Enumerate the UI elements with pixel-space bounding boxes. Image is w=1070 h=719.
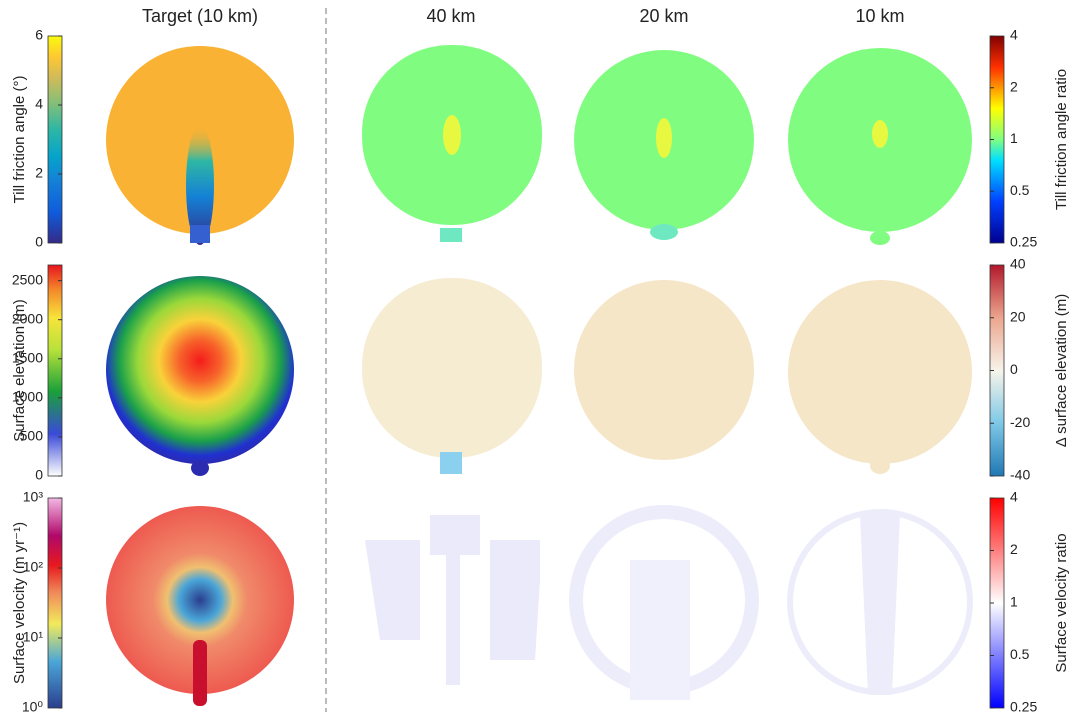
colorbar-label: Surface elevation (m): [11, 299, 28, 442]
tick-label: 4: [1010, 27, 1018, 43]
map-feature: [190, 225, 210, 243]
map-feature: [872, 120, 888, 148]
map: [574, 280, 754, 460]
tick-label: -40: [1010, 467, 1030, 483]
tick-label: 0.5: [1010, 646, 1030, 662]
tick-label: 2: [1010, 78, 1018, 94]
tick-label: 40: [1010, 256, 1026, 272]
map-feature: [193, 640, 207, 706]
map-feature: [186, 125, 214, 245]
tick-label: 2: [1010, 541, 1018, 557]
colorbar-label: Till friction angle ratio: [1053, 69, 1070, 210]
map: [365, 515, 540, 685]
map-feature: [656, 118, 672, 158]
map-feature: [860, 515, 900, 695]
tick-label: 0: [1010, 361, 1018, 377]
tick-label: 1: [1010, 130, 1018, 146]
colorbar-label: Surface velocity (m yr⁻¹): [11, 522, 28, 684]
tick-label: 10⁰: [22, 699, 44, 715]
tick-label: 1000: [12, 389, 43, 405]
tick-label: 10¹: [23, 629, 44, 645]
colorbar-label: Surface velocity ratio: [1053, 533, 1070, 672]
map-feature: [440, 452, 462, 474]
tick-label: 0: [35, 234, 43, 250]
tick-label: 10³: [23, 489, 44, 505]
tick-label: 0: [35, 467, 43, 483]
tick-label: 20: [1010, 308, 1026, 324]
column-title: 20 km: [639, 6, 688, 26]
tick-label: 0.25: [1010, 234, 1037, 250]
tick-label: 4: [35, 96, 43, 112]
map-feature: [440, 228, 462, 242]
tick-label: 2500: [12, 271, 43, 287]
map: [788, 280, 972, 464]
tick-label: 2: [35, 165, 43, 181]
colorbar: [47, 497, 63, 709]
maps: [106, 45, 973, 706]
map-feature: [630, 560, 690, 700]
colorbar: [47, 35, 63, 244]
tick-label: 0.5: [1010, 182, 1030, 198]
map-feature: [443, 115, 461, 155]
tick-label: 500: [20, 428, 44, 444]
tick-label: 1500: [12, 349, 43, 365]
map-feature: [650, 224, 678, 240]
colorbar-label: Δ surface elevation (m): [1053, 294, 1070, 447]
tick-label: 2000: [12, 310, 43, 326]
map-feature: [870, 458, 890, 474]
tick-label: 4: [1010, 489, 1018, 505]
column-title: Target (10 km): [142, 6, 258, 26]
tick-label: 10²: [23, 559, 44, 575]
tick-label: 0.25: [1010, 699, 1037, 715]
tick-label: 6: [35, 27, 43, 43]
column-title: 10 km: [855, 6, 904, 26]
map: [106, 506, 294, 694]
tick-label: 1: [1010, 594, 1018, 610]
colorbar: [47, 264, 63, 477]
column-title: 40 km: [426, 6, 475, 26]
map-feature: [191, 460, 209, 476]
map: [362, 278, 542, 458]
colorbar-label: Till friction angle (°): [11, 76, 28, 204]
map-feature: [870, 231, 890, 245]
tick-label: -20: [1010, 414, 1030, 430]
map: [106, 276, 294, 464]
